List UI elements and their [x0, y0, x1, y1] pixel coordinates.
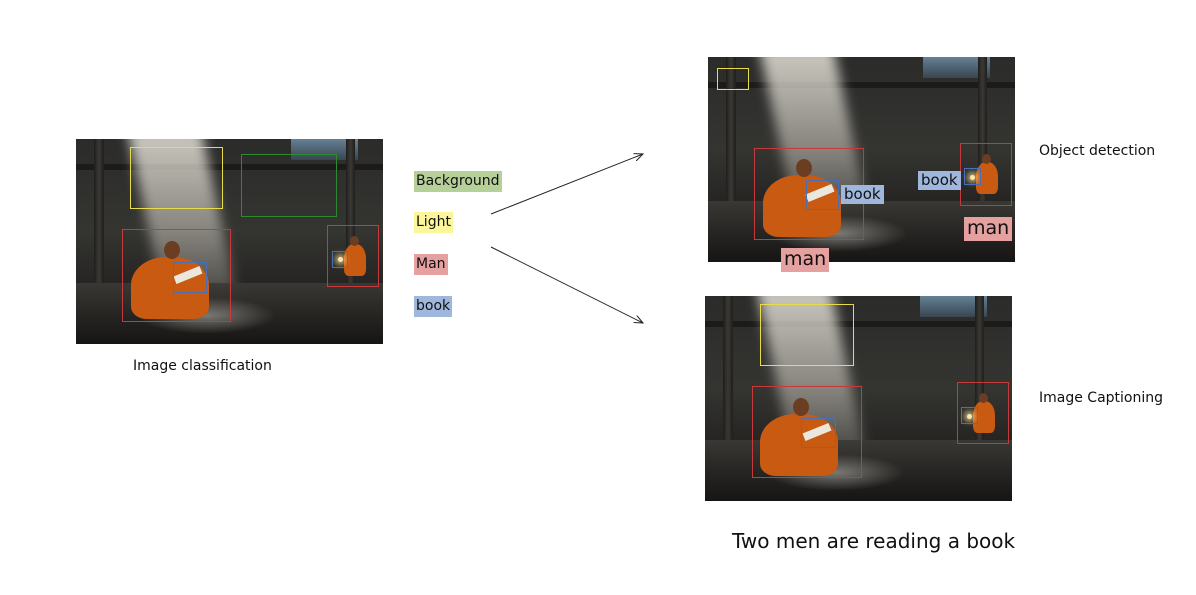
book-box: [801, 418, 836, 448]
light-box: [760, 304, 854, 366]
pillar: [723, 296, 732, 440]
light-box: [717, 68, 749, 90]
book-box: [961, 407, 978, 424]
ceiling-beam: [708, 82, 1015, 88]
detection-tag-book: book: [918, 171, 961, 190]
detection-tag-book: book: [841, 185, 884, 204]
book-box: [806, 180, 839, 210]
arrow-to-captioning: [491, 247, 643, 323]
detection-tag-man: man: [964, 217, 1012, 241]
captioning-caption: Image Captioning: [1039, 390, 1163, 406]
arrow-to-detection: [491, 154, 643, 214]
detection-caption: Object detection: [1039, 143, 1155, 159]
detection-tag-man: man: [781, 248, 829, 272]
ceiling-beam: [705, 321, 1012, 327]
generated-caption: Two men are reading a book: [732, 529, 1015, 553]
book-box: [964, 168, 981, 185]
